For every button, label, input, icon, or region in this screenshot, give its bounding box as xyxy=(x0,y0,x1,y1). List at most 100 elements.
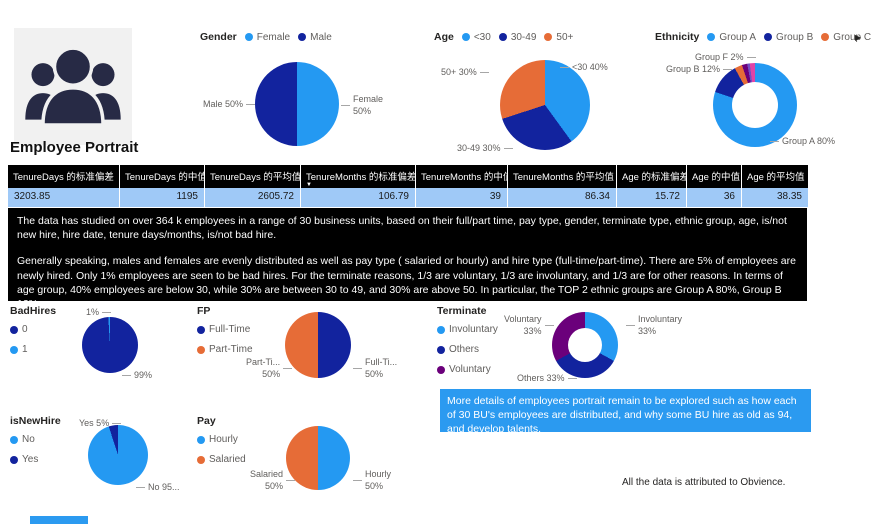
ethnicity-callout-group-a: Group A 80% xyxy=(770,136,835,146)
legend-item-under30[interactable]: <30 xyxy=(461,32,491,43)
ethnicity-donut-chart[interactable] xyxy=(713,63,797,147)
callout-line xyxy=(122,374,131,376)
tenure-summary-table: TenureDays 的标准偏差 TenureDays 的中值 TenureDa… xyxy=(8,165,808,207)
legend-dot-icon xyxy=(461,33,470,41)
summary-paragraph-1: The data has studied on over 364 k emplo… xyxy=(17,215,787,242)
legend-item-part-time[interactable]: Part-Time xyxy=(197,344,253,355)
callout-line xyxy=(560,66,569,68)
legend-dot-icon xyxy=(244,33,253,41)
legend-item-yes[interactable]: Yes xyxy=(10,454,61,465)
legend-dot-icon xyxy=(707,33,716,41)
column-header[interactable]: Age 的平均值 xyxy=(742,165,808,188)
pay-callout-hourly: Hourly 50% xyxy=(353,469,391,492)
terminate-callout-voluntary: Voluntary 33% xyxy=(504,314,554,337)
fp-callout-full-time: Full-Ti... 50% xyxy=(353,357,397,380)
note-text-box: More details of employees portrait remai… xyxy=(440,389,811,435)
legend-item-no[interactable]: No xyxy=(10,434,61,445)
terminate-callout-involuntary: Involuntary 33% xyxy=(626,314,682,337)
ethnicity-legend: Ethnicity Group A Group B Group C xyxy=(655,31,871,43)
legend-dot-icon xyxy=(821,33,830,41)
attribution-text: All the data is attributed to Obvience. xyxy=(622,477,786,488)
legend-dot-icon xyxy=(437,345,445,354)
table-cell: 36 xyxy=(687,188,742,207)
legend-dot-icon xyxy=(764,33,773,41)
ethnicity-callout-group-f: Group F 2% xyxy=(695,52,756,62)
isnewhire-pie-chart[interactable] xyxy=(88,425,148,485)
legend-dot-icon xyxy=(197,455,205,464)
callout-line xyxy=(479,71,489,73)
table-cell: 86.34 xyxy=(508,188,617,207)
callout-line xyxy=(286,480,296,482)
legend-label: Yes xyxy=(22,454,39,465)
column-header[interactable]: TenureMonths 的平均值 xyxy=(508,165,617,188)
badhires-callout-99: 99% xyxy=(122,370,152,380)
column-header[interactable]: TenureDays 的中值 xyxy=(120,165,205,188)
legend-item-50plus[interactable]: 50+ xyxy=(544,32,573,43)
callout-line xyxy=(567,377,577,379)
terminate-legend-title: Terminate xyxy=(437,305,487,317)
age-legend: Age <30 30-49 50+ xyxy=(434,31,573,43)
legend-item-male[interactable]: Male xyxy=(298,32,332,43)
gender-callout-male: Male 50% xyxy=(203,99,256,109)
callout-line xyxy=(503,147,513,149)
column-header[interactable]: TenureMonths 的中值 xyxy=(416,165,508,188)
legend-item-hourly[interactable]: Hourly xyxy=(197,434,246,445)
legend-label: Salaried xyxy=(209,454,246,465)
legend-item-salaried[interactable]: Salaried xyxy=(197,454,246,465)
legend-item-1[interactable]: 1 xyxy=(10,344,56,355)
legend-dot-icon xyxy=(498,33,507,41)
legend-item-female[interactable]: Female xyxy=(244,31,291,43)
table-cell: 106.79 xyxy=(301,188,416,207)
legend-overflow-arrow-icon[interactable]: ▶ xyxy=(855,33,862,42)
isnewhire-legend-title: isNewHire xyxy=(10,415,61,427)
people-group-icon xyxy=(25,45,121,127)
pay-legend: Pay Hourly Salaried xyxy=(197,415,246,474)
legend-dot-icon xyxy=(197,435,205,444)
legend-dot-icon xyxy=(10,435,18,444)
pay-callout-salaried: Salaried 50% xyxy=(250,469,296,492)
legend-label: Voluntary xyxy=(449,364,491,375)
legend-label: Male xyxy=(310,31,332,43)
legend-item-voluntary[interactable]: Voluntary xyxy=(437,364,498,375)
legend-dot-icon xyxy=(544,33,553,41)
callout-line xyxy=(341,105,350,107)
pay-pie-chart[interactable] xyxy=(286,426,350,490)
fp-pie-chart[interactable] xyxy=(285,312,351,378)
table-cell: 2605.72 xyxy=(205,188,301,207)
column-header[interactable]: TenureDays 的标准偏差 xyxy=(8,165,120,188)
legend-item-0[interactable]: 0 xyxy=(10,324,56,335)
legend-item-group-c[interactable]: Group C xyxy=(821,32,871,43)
terminate-callout-others: Others 33% xyxy=(517,373,577,383)
table-cell: 15.72 xyxy=(617,188,687,207)
legend-item-involuntary[interactable]: Involuntary xyxy=(437,324,498,335)
column-header[interactable]: Age 的中值 xyxy=(687,165,742,188)
legend-label: Involuntary xyxy=(449,324,498,335)
terminate-donut-chart[interactable] xyxy=(552,312,618,378)
legend-label: Hourly xyxy=(209,434,238,445)
gender-callout-female: Female 50% xyxy=(341,94,383,117)
table-cell: 38.35 xyxy=(742,188,808,207)
legend-dot-icon xyxy=(197,325,205,334)
callout-line xyxy=(626,325,635,327)
callout-line xyxy=(283,368,293,370)
legend-dot-icon xyxy=(10,325,18,334)
legend-label: 0 xyxy=(22,324,28,335)
column-header-sorted[interactable]: TenureMonths 的标准偏差 ▼ xyxy=(301,165,416,188)
legend-label: 50+ xyxy=(556,31,574,43)
legend-item-full-time[interactable]: Full-Time xyxy=(197,324,253,335)
badhires-pie-chart[interactable] xyxy=(82,317,138,373)
legend-dot-icon xyxy=(10,345,18,354)
legend-label: No xyxy=(22,434,35,445)
legend-item-30-49[interactable]: 30-49 xyxy=(498,32,536,43)
column-header[interactable]: TenureDays 的平均值 xyxy=(205,165,301,188)
legend-item-others[interactable]: Others xyxy=(437,344,498,355)
column-header[interactable]: Age 的标准偏差 xyxy=(617,165,687,188)
legend-dot-icon xyxy=(298,33,307,41)
legend-item-group-b[interactable]: Group B xyxy=(764,32,813,43)
legend-label: Female xyxy=(256,31,291,43)
legend-label: Full-Time xyxy=(209,324,251,335)
gender-pie-chart[interactable] xyxy=(255,62,339,146)
age-legend-title: Age xyxy=(434,31,454,43)
legend-item-group-a[interactable]: Group A xyxy=(707,32,756,43)
age-pie-chart[interactable] xyxy=(500,60,590,150)
